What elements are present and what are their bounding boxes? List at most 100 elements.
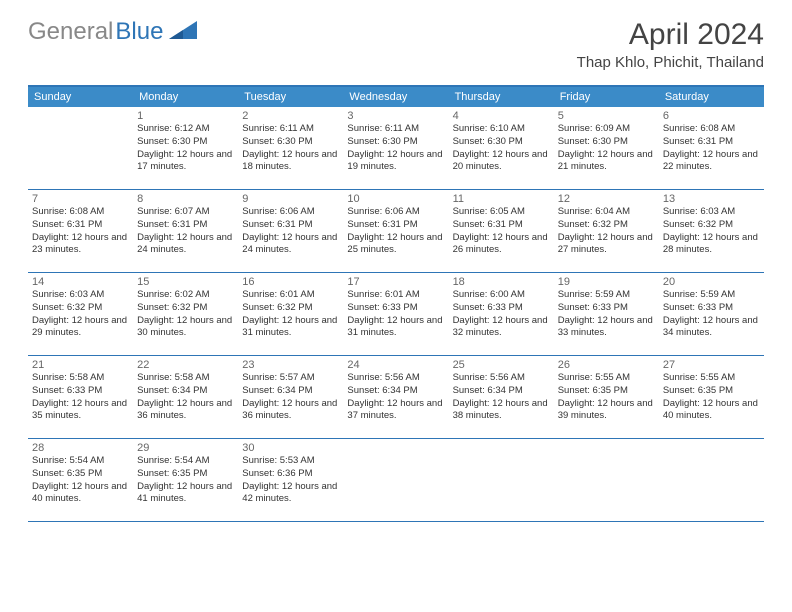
- month-title: April 2024: [577, 18, 764, 52]
- day-number: 28: [32, 442, 129, 454]
- sunset-text: Sunset: 6:30 PM: [137, 136, 234, 149]
- day-cell: 14Sunrise: 6:03 AMSunset: 6:32 PMDayligh…: [28, 273, 133, 355]
- day-cell: 2Sunrise: 6:11 AMSunset: 6:30 PMDaylight…: [238, 107, 343, 189]
- day-cell: 22Sunrise: 5:58 AMSunset: 6:34 PMDayligh…: [133, 356, 238, 438]
- sunset-text: Sunset: 6:30 PM: [453, 136, 550, 149]
- daylight-text: Daylight: 12 hours and 17 minutes.: [137, 149, 234, 175]
- sunrise-text: Sunrise: 5:58 AM: [32, 372, 129, 385]
- calendar: SundayMondayTuesdayWednesdayThursdayFrid…: [28, 85, 764, 522]
- day-info: Sunrise: 6:01 AMSunset: 6:33 PMDaylight:…: [347, 289, 444, 340]
- day-cell-empty: [28, 107, 133, 189]
- week-row: 1Sunrise: 6:12 AMSunset: 6:30 PMDaylight…: [28, 107, 764, 190]
- sunrise-text: Sunrise: 5:55 AM: [663, 372, 760, 385]
- day-number: 1: [137, 110, 234, 122]
- day-info: Sunrise: 6:10 AMSunset: 6:30 PMDaylight:…: [453, 123, 550, 174]
- day-info: Sunrise: 5:59 AMSunset: 6:33 PMDaylight:…: [663, 289, 760, 340]
- day-number: 3: [347, 110, 444, 122]
- daylight-text: Daylight: 12 hours and 18 minutes.: [242, 149, 339, 175]
- day-number: 11: [453, 193, 550, 205]
- day-number: 4: [453, 110, 550, 122]
- sunrise-text: Sunrise: 6:07 AM: [137, 206, 234, 219]
- day-cell: 18Sunrise: 6:00 AMSunset: 6:33 PMDayligh…: [449, 273, 554, 355]
- sunset-text: Sunset: 6:31 PM: [32, 219, 129, 232]
- sunrise-text: Sunrise: 5:54 AM: [32, 455, 129, 468]
- day-cell: 3Sunrise: 6:11 AMSunset: 6:30 PMDaylight…: [343, 107, 448, 189]
- day-info: Sunrise: 5:56 AMSunset: 6:34 PMDaylight:…: [347, 372, 444, 423]
- day-info: Sunrise: 6:06 AMSunset: 6:31 PMDaylight:…: [242, 206, 339, 257]
- day-number: 10: [347, 193, 444, 205]
- sunrise-text: Sunrise: 5:56 AM: [453, 372, 550, 385]
- sunset-text: Sunset: 6:34 PM: [137, 385, 234, 398]
- week-row: 14Sunrise: 6:03 AMSunset: 6:32 PMDayligh…: [28, 273, 764, 356]
- day-cell: 8Sunrise: 6:07 AMSunset: 6:31 PMDaylight…: [133, 190, 238, 272]
- daylight-text: Daylight: 12 hours and 31 minutes.: [242, 315, 339, 341]
- weekday-header-row: SundayMondayTuesdayWednesdayThursdayFrid…: [28, 87, 764, 107]
- sunrise-text: Sunrise: 6:12 AM: [137, 123, 234, 136]
- sunset-text: Sunset: 6:32 PM: [242, 302, 339, 315]
- day-cell: 10Sunrise: 6:06 AMSunset: 6:31 PMDayligh…: [343, 190, 448, 272]
- day-cell: 24Sunrise: 5:56 AMSunset: 6:34 PMDayligh…: [343, 356, 448, 438]
- daylight-text: Daylight: 12 hours and 39 minutes.: [558, 398, 655, 424]
- day-cell: 16Sunrise: 6:01 AMSunset: 6:32 PMDayligh…: [238, 273, 343, 355]
- daylight-text: Daylight: 12 hours and 38 minutes.: [453, 398, 550, 424]
- sunrise-text: Sunrise: 6:09 AM: [558, 123, 655, 136]
- day-number: 15: [137, 276, 234, 288]
- daylight-text: Daylight: 12 hours and 28 minutes.: [663, 232, 760, 258]
- day-number: 30: [242, 442, 339, 454]
- sunset-text: Sunset: 6:34 PM: [347, 385, 444, 398]
- day-cell: 11Sunrise: 6:05 AMSunset: 6:31 PMDayligh…: [449, 190, 554, 272]
- day-cell: 13Sunrise: 6:03 AMSunset: 6:32 PMDayligh…: [659, 190, 764, 272]
- day-info: Sunrise: 6:08 AMSunset: 6:31 PMDaylight:…: [32, 206, 129, 257]
- week-row: 21Sunrise: 5:58 AMSunset: 6:33 PMDayligh…: [28, 356, 764, 439]
- sunrise-text: Sunrise: 5:59 AM: [558, 289, 655, 302]
- weeks-container: 1Sunrise: 6:12 AMSunset: 6:30 PMDaylight…: [28, 107, 764, 522]
- day-cell: 25Sunrise: 5:56 AMSunset: 6:34 PMDayligh…: [449, 356, 554, 438]
- weekday-header: Thursday: [449, 87, 554, 107]
- day-cell: 19Sunrise: 5:59 AMSunset: 6:33 PMDayligh…: [554, 273, 659, 355]
- daylight-text: Daylight: 12 hours and 20 minutes.: [453, 149, 550, 175]
- sunset-text: Sunset: 6:35 PM: [137, 468, 234, 481]
- weekday-header: Tuesday: [238, 87, 343, 107]
- weekday-header: Sunday: [28, 87, 133, 107]
- day-cell: 23Sunrise: 5:57 AMSunset: 6:34 PMDayligh…: [238, 356, 343, 438]
- sunrise-text: Sunrise: 6:03 AM: [32, 289, 129, 302]
- weekday-header: Saturday: [659, 87, 764, 107]
- day-number: 20: [663, 276, 760, 288]
- day-number: 13: [663, 193, 760, 205]
- weekday-header: Monday: [133, 87, 238, 107]
- day-number: 23: [242, 359, 339, 371]
- sunrise-text: Sunrise: 6:11 AM: [347, 123, 444, 136]
- day-cell-empty: [343, 439, 448, 521]
- daylight-text: Daylight: 12 hours and 37 minutes.: [347, 398, 444, 424]
- day-number: 25: [453, 359, 550, 371]
- daylight-text: Daylight: 12 hours and 32 minutes.: [453, 315, 550, 341]
- daylight-text: Daylight: 12 hours and 27 minutes.: [558, 232, 655, 258]
- week-row: 28 Sunrise: 5:54 AMSunset: 6:35 PMDayligh…: [28, 439, 764, 522]
- sunrise-text: Sunrise: 5:55 AM: [558, 372, 655, 385]
- day-cell: 20Sunrise: 5:59 AMSunset: 6:33 PMDayligh…: [659, 273, 764, 355]
- sunset-text: Sunset: 6:33 PM: [453, 302, 550, 315]
- day-cell: 26Sunrise: 5:55 AMSunset: 6:35 PMDayligh…: [554, 356, 659, 438]
- day-cell: 1Sunrise: 6:12 AMSunset: 6:30 PMDaylight…: [133, 107, 238, 189]
- day-cell: 12Sunrise: 6:04 AMSunset: 6:32 PMDayligh…: [554, 190, 659, 272]
- day-info: Sunrise: 6:03 AMSunset: 6:32 PMDaylight:…: [663, 206, 760, 257]
- sunrise-text: Sunrise: 5:58 AM: [137, 372, 234, 385]
- logo: GeneralBlue: [28, 18, 197, 46]
- location-label: Thap Khlo, Phichit, Thailand: [577, 54, 764, 71]
- sunrise-text: Sunrise: 6:02 AM: [137, 289, 234, 302]
- day-number: 14: [32, 276, 129, 288]
- daylight-text: Daylight: 12 hours and 34 minutes.: [663, 315, 760, 341]
- sunset-text: Sunset: 6:32 PM: [137, 302, 234, 315]
- sunset-text: Sunset: 6:31 PM: [242, 219, 339, 232]
- sunset-text: Sunset: 6:31 PM: [347, 219, 444, 232]
- day-info: Sunrise: 5:59 AMSunset: 6:33 PMDaylight:…: [558, 289, 655, 340]
- logo-text-blue: Blue: [115, 18, 163, 46]
- sunset-text: Sunset: 6:33 PM: [347, 302, 444, 315]
- sunset-text: Sunset: 6:31 PM: [137, 219, 234, 232]
- day-cell-empty: [554, 439, 659, 521]
- day-info: Sunrise: 6:02 AMSunset: 6:32 PMDaylight:…: [137, 289, 234, 340]
- day-cell: 7Sunrise: 6:08 AMSunset: 6:31 PMDaylight…: [28, 190, 133, 272]
- day-info: Sunrise: 5:54 AMSunset: 6:35 PMDaylight:…: [137, 455, 234, 506]
- day-info: Sunrise: 6:08 AMSunset: 6:31 PMDaylight:…: [663, 123, 760, 174]
- sunset-text: Sunset: 6:31 PM: [453, 219, 550, 232]
